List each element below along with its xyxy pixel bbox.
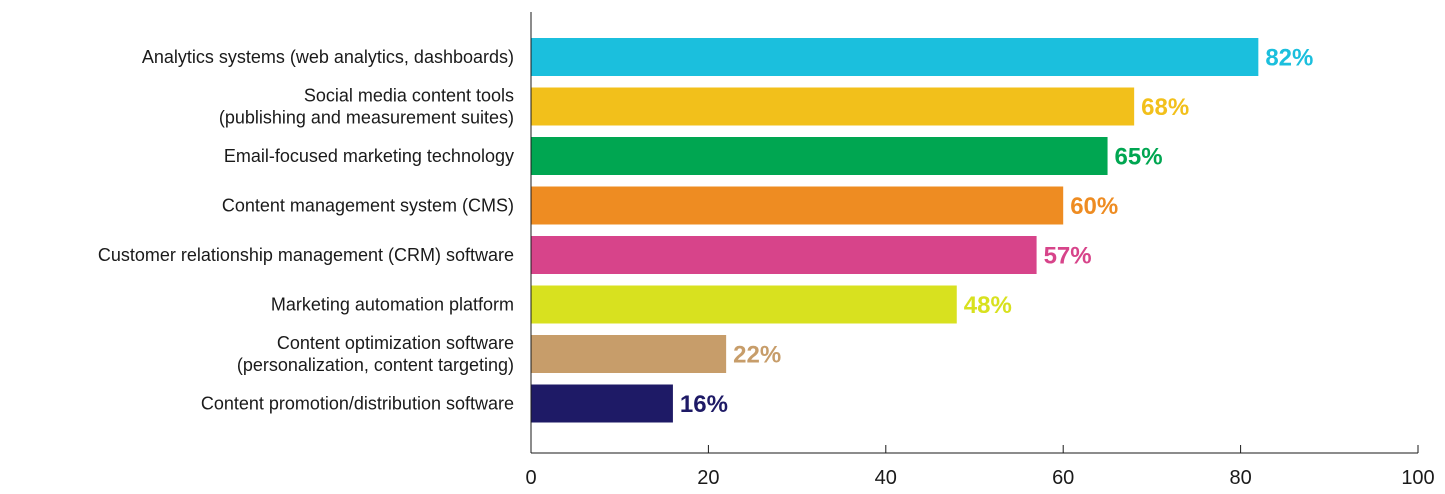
x-tick-label-60: 60 bbox=[1052, 467, 1074, 489]
bar-3 bbox=[531, 137, 1108, 175]
value-label-8: 16% bbox=[680, 391, 728, 418]
category-label-7-line-2: (personalization, content targeting) bbox=[237, 355, 514, 375]
value-label-7: 22% bbox=[733, 342, 781, 369]
x-tick-label-40: 40 bbox=[875, 467, 897, 489]
x-tick-label-80: 80 bbox=[1229, 467, 1251, 489]
category-label-2-line-2: (publishing and measurement suites) bbox=[219, 108, 514, 128]
value-label-1: 82% bbox=[1265, 45, 1313, 72]
bar-6 bbox=[531, 285, 957, 324]
value-label-3: 65% bbox=[1115, 144, 1163, 171]
bar-1 bbox=[531, 38, 1259, 76]
x-tick-label-0: 0 bbox=[525, 467, 536, 489]
x-tick-label-20: 20 bbox=[697, 467, 719, 489]
value-label-5: 57% bbox=[1044, 243, 1092, 270]
category-label-8: Content promotion/distribution software bbox=[201, 394, 514, 414]
axis-layer: 0 20 40 60 80 100 bbox=[525, 12, 1435, 489]
category-label-6: Marketing automation platform bbox=[271, 295, 514, 315]
category-label-5: Customer relationship management (CRM) s… bbox=[98, 245, 514, 265]
bar-7 bbox=[531, 335, 727, 373]
category-label-7-line-1: Content optimization software bbox=[277, 333, 514, 353]
bar-2 bbox=[531, 87, 1135, 126]
category-label-1: Analytics systems (web analytics, dashbo… bbox=[142, 47, 514, 67]
category-label-4: Content management system (CMS) bbox=[222, 196, 514, 216]
value-label-6: 48% bbox=[964, 292, 1012, 319]
bar-5 bbox=[531, 236, 1037, 274]
category-label-2-line-1: Social media content tools bbox=[304, 86, 514, 106]
bars-layer bbox=[531, 38, 1259, 423]
value-labels-layer: 82% 68% 65% 60% 57% 48% 22%16% bbox=[680, 45, 1313, 419]
category-label-3: Email-focused marketing technology bbox=[224, 146, 514, 166]
value-label-2: 68% bbox=[1141, 94, 1189, 121]
bar-8 bbox=[531, 384, 673, 423]
bar-4 bbox=[531, 186, 1064, 225]
value-label-4: 60% bbox=[1070, 193, 1118, 220]
category-labels-layer: Analytics systems (web analytics, dashbo… bbox=[98, 47, 514, 414]
x-tick-label-100: 100 bbox=[1401, 467, 1434, 489]
